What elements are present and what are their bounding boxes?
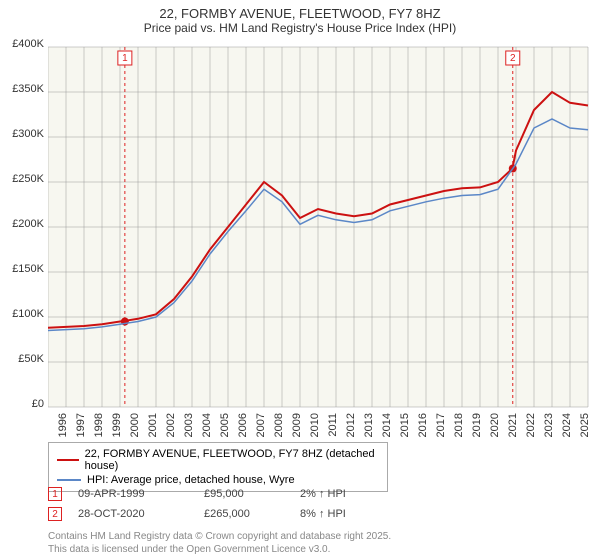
y-axis-label: £250K [12, 173, 44, 185]
svg-text:1997: 1997 [75, 413, 87, 437]
svg-text:2011: 2011 [327, 413, 339, 437]
marker-badge: 2 [48, 507, 62, 521]
svg-text:2009: 2009 [291, 413, 303, 437]
legend-swatch [57, 459, 79, 461]
svg-text:2000: 2000 [129, 413, 141, 437]
y-axis-label: £200K [12, 218, 44, 230]
svg-text:2019: 2019 [471, 413, 483, 437]
line-chart: 1995 1996 1997 1998 1999 2000 2001 2002 2003 2004… [48, 39, 594, 447]
svg-text:2020: 2020 [489, 413, 501, 437]
chart-title: 22, FORMBY AVENUE, FLEETWOOD, FY7 8HZ [0, 0, 600, 21]
svg-text:2008: 2008 [273, 413, 285, 437]
svg-text:2012: 2012 [345, 413, 357, 437]
svg-text:2016: 2016 [417, 413, 429, 437]
svg-text:1998: 1998 [93, 413, 105, 437]
svg-text:2005: 2005 [219, 413, 231, 437]
svg-text:2007: 2007 [255, 413, 267, 437]
svg-text:2002: 2002 [165, 413, 177, 437]
y-axis-label: £100K [12, 308, 44, 320]
svg-text:2018: 2018 [453, 413, 465, 437]
svg-text:2024: 2024 [561, 413, 573, 437]
svg-text:1995: 1995 [48, 413, 51, 437]
y-axis-label: £300K [12, 128, 44, 140]
sale-date: 09-APR-1999 [78, 488, 188, 500]
svg-text:2025: 2025 [579, 413, 591, 437]
svg-text:1996: 1996 [57, 413, 69, 437]
sale-price: £95,000 [204, 488, 284, 500]
chart-area: 1995 1996 1997 1998 1999 2000 2001 2002 2003 2004… [48, 39, 594, 447]
footnote-line: Contains HM Land Registry data © Crown c… [48, 530, 391, 543]
y-axis-label: £0 [32, 398, 44, 410]
y-axis-label: £400K [12, 38, 44, 50]
marker-badge: 1 [48, 487, 62, 501]
chart-subtitle: Price paid vs. HM Land Registry's House … [0, 21, 600, 39]
svg-text:2015: 2015 [399, 413, 411, 437]
svg-text:2010: 2010 [309, 413, 321, 437]
y-axis-label: £350K [12, 83, 44, 95]
svg-text:2001: 2001 [147, 413, 159, 437]
sale-delta: 2% ↑ HPI [300, 488, 346, 500]
table-row: 2 28-OCT-2020 £265,000 8% ↑ HPI [48, 504, 346, 524]
y-axis-label: £50K [18, 353, 44, 365]
svg-text:1999: 1999 [111, 413, 123, 437]
legend-swatch [57, 479, 81, 481]
svg-text:2003: 2003 [183, 413, 195, 437]
svg-text:1: 1 [122, 53, 128, 64]
svg-text:2021: 2021 [507, 413, 519, 437]
sales-table: 1 09-APR-1999 £95,000 2% ↑ HPI 2 28-OCT-… [48, 484, 346, 524]
sale-delta: 8% ↑ HPI [300, 508, 346, 520]
svg-text:2023: 2023 [543, 413, 555, 437]
svg-text:2022: 2022 [525, 413, 537, 437]
svg-text:2006: 2006 [237, 413, 249, 437]
svg-text:2017: 2017 [435, 413, 447, 437]
footnote: Contains HM Land Registry data © Crown c… [48, 530, 391, 556]
svg-text:2: 2 [510, 53, 516, 64]
sale-date: 28-OCT-2020 [78, 508, 188, 520]
table-row: 1 09-APR-1999 £95,000 2% ↑ HPI [48, 484, 346, 504]
footnote-line: This data is licensed under the Open Gov… [48, 543, 391, 556]
y-axis-label: £150K [12, 263, 44, 275]
sale-price: £265,000 [204, 508, 284, 520]
svg-text:2014: 2014 [381, 413, 393, 437]
legend-item: 22, FORMBY AVENUE, FLEETWOOD, FY7 8HZ (d… [57, 447, 379, 473]
svg-text:2013: 2013 [363, 413, 375, 437]
legend-label: 22, FORMBY AVENUE, FLEETWOOD, FY7 8HZ (d… [85, 448, 379, 472]
svg-text:2004: 2004 [201, 413, 213, 437]
